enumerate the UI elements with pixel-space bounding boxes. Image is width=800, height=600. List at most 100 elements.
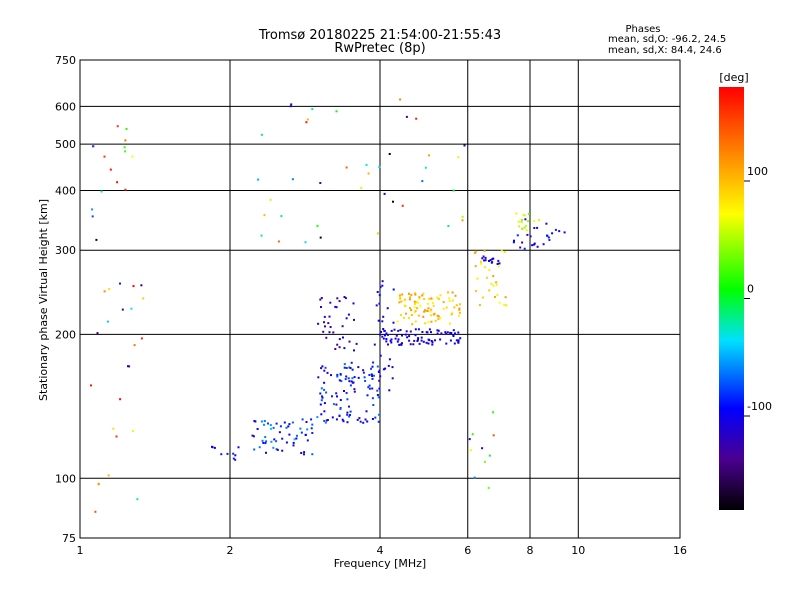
data-point xyxy=(127,365,129,368)
data-point xyxy=(484,256,487,259)
y-tick-label: 100 xyxy=(55,472,76,485)
data-point xyxy=(378,413,380,416)
data-point xyxy=(234,458,237,461)
data-point xyxy=(323,402,326,405)
data-point xyxy=(398,343,401,346)
data-point xyxy=(363,376,366,379)
data-point xyxy=(428,297,431,300)
data-point xyxy=(364,380,367,382)
data-point xyxy=(362,371,365,374)
data-point xyxy=(366,420,369,423)
data-point xyxy=(480,262,483,265)
data-point xyxy=(90,384,92,387)
data-point xyxy=(432,313,435,316)
data-point xyxy=(367,172,370,175)
data-point xyxy=(406,336,409,339)
data-point xyxy=(416,302,419,304)
data-point xyxy=(345,392,348,394)
data-point xyxy=(346,413,349,416)
x-tick-label: 10 xyxy=(571,544,585,557)
data-point xyxy=(366,394,369,397)
data-point xyxy=(414,310,417,313)
data-point xyxy=(343,390,345,392)
data-point xyxy=(124,139,127,142)
data-point xyxy=(427,342,430,345)
y-tick-labels: 75 100 200 300 400 500 600 750 xyxy=(55,54,76,545)
data-point xyxy=(319,298,322,301)
data-point xyxy=(483,460,486,463)
data-point xyxy=(449,322,451,325)
data-point xyxy=(324,325,326,328)
data-point xyxy=(378,379,381,382)
data-point xyxy=(252,435,255,438)
data-point xyxy=(332,331,335,334)
data-point xyxy=(393,328,396,331)
data-point xyxy=(311,423,314,426)
data-point xyxy=(378,165,381,168)
data-point xyxy=(348,340,351,343)
data-point xyxy=(305,121,308,124)
data-point xyxy=(327,322,330,325)
data-point xyxy=(377,371,380,373)
data-point xyxy=(437,329,440,332)
data-point xyxy=(400,300,403,303)
data-point xyxy=(439,338,442,341)
data-point xyxy=(338,346,341,349)
data-point xyxy=(319,182,322,184)
x-tick-label: 1 xyxy=(77,544,84,557)
data-point xyxy=(335,306,338,309)
data-point xyxy=(123,146,126,149)
data-point xyxy=(391,366,394,369)
data-point xyxy=(377,396,380,399)
data-point xyxy=(459,303,461,306)
data-point xyxy=(430,340,433,342)
data-point xyxy=(520,221,523,223)
data-point xyxy=(442,301,445,304)
data-point xyxy=(379,286,382,289)
data-point xyxy=(414,328,417,331)
data-point xyxy=(211,446,214,449)
data-point xyxy=(522,213,525,216)
data-point xyxy=(292,441,295,444)
data-point xyxy=(503,250,506,253)
data-point xyxy=(367,386,370,389)
data-point xyxy=(374,416,377,419)
x-tick-label: 8 xyxy=(527,544,534,557)
data-point xyxy=(319,236,322,239)
y-tick-label: 400 xyxy=(55,184,76,197)
colorbar-tick-label: 100 xyxy=(747,165,768,178)
data-point xyxy=(401,342,403,345)
data-point xyxy=(336,395,338,398)
data-point xyxy=(360,186,363,189)
data-point xyxy=(389,339,392,342)
data-point xyxy=(270,440,273,443)
data-point xyxy=(436,329,439,332)
data-point xyxy=(385,338,388,340)
data-point xyxy=(405,330,408,333)
data-point xyxy=(387,364,390,367)
data-point xyxy=(349,410,352,413)
data-point xyxy=(335,110,338,113)
data-point xyxy=(490,261,493,264)
data-point xyxy=(323,321,325,324)
data-point xyxy=(412,343,415,346)
data-point xyxy=(413,339,416,342)
data-point xyxy=(332,403,335,406)
data-point xyxy=(310,418,313,421)
data-point xyxy=(476,277,479,280)
data-point xyxy=(364,418,367,421)
data-point xyxy=(132,285,135,288)
data-point xyxy=(422,315,425,318)
data-point xyxy=(103,290,106,293)
data-point xyxy=(445,342,448,345)
data-point xyxy=(521,241,524,244)
data-point xyxy=(388,358,391,361)
data-point xyxy=(473,251,476,254)
data-point xyxy=(385,340,388,343)
data-point xyxy=(303,451,306,454)
data-point xyxy=(322,330,325,333)
data-point xyxy=(275,440,278,443)
data-point xyxy=(424,322,427,325)
data-point xyxy=(323,381,326,384)
